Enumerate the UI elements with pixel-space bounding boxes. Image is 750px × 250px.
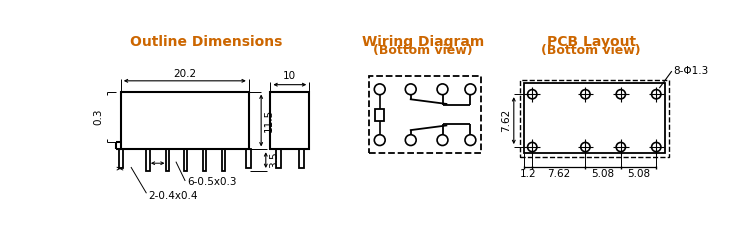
Text: Outline Dimensions: Outline Dimensions xyxy=(130,36,282,50)
Bar xyxy=(299,149,304,168)
Bar xyxy=(524,84,664,153)
Text: (Bottom view): (Bottom view) xyxy=(374,44,473,57)
Text: 10: 10 xyxy=(284,71,296,81)
Bar xyxy=(166,149,169,171)
Text: 2-0.4x0.4: 2-0.4x0.4 xyxy=(148,190,197,200)
Bar xyxy=(247,149,251,168)
Bar xyxy=(276,149,280,168)
Text: 1.2: 1.2 xyxy=(520,169,536,179)
Text: 0.3: 0.3 xyxy=(94,108,104,125)
Bar xyxy=(203,149,206,171)
Text: 6-0.5x0.3: 6-0.5x0.3 xyxy=(187,178,236,188)
Text: 11.5: 11.5 xyxy=(263,109,274,132)
Text: 5.08: 5.08 xyxy=(627,169,650,179)
Text: 7.62: 7.62 xyxy=(548,169,571,179)
Bar xyxy=(375,108,384,121)
Bar xyxy=(271,92,309,149)
Text: 3.5: 3.5 xyxy=(269,152,279,168)
Bar xyxy=(520,80,668,157)
Bar xyxy=(222,149,225,171)
Text: 7.62: 7.62 xyxy=(502,109,512,132)
Text: PCB Layout: PCB Layout xyxy=(547,36,636,50)
Bar xyxy=(118,149,123,168)
Text: 5.08: 5.08 xyxy=(592,169,615,179)
Bar xyxy=(184,149,187,171)
Bar xyxy=(369,76,482,153)
Text: 8-Φ1.3: 8-Φ1.3 xyxy=(674,66,709,76)
Bar xyxy=(121,92,249,149)
Text: Wiring Diagram: Wiring Diagram xyxy=(362,36,484,50)
Bar xyxy=(146,149,149,171)
Text: (Bottom view): (Bottom view) xyxy=(542,44,641,57)
Text: 20.2: 20.2 xyxy=(173,68,196,78)
